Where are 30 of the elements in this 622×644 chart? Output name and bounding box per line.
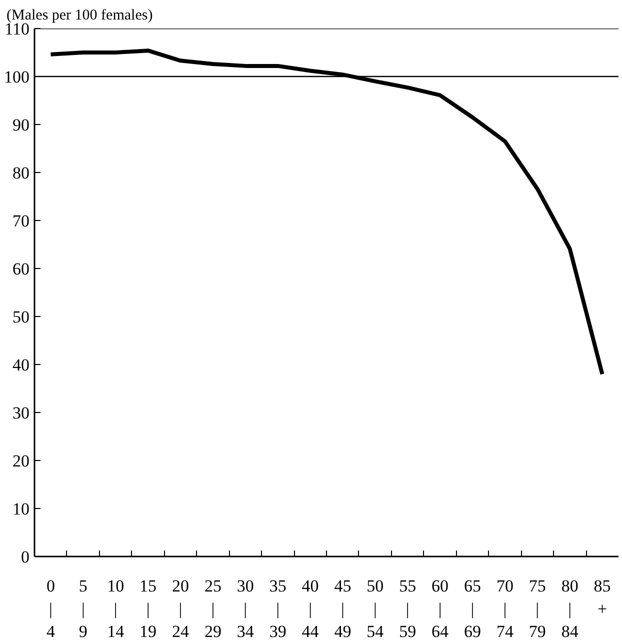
y-tick-label: 100 <box>4 68 30 86</box>
x-tick-label: 15 | 19 <box>140 576 157 642</box>
x-tick-label: 75 | 79 <box>528 576 546 642</box>
x-tick-label: 20 | 24 <box>172 576 190 642</box>
y-tick-label: 10 <box>12 500 30 518</box>
y-tick-label: 60 <box>12 260 30 278</box>
y-tick-label: 90 <box>12 116 30 134</box>
x-tick-label: 45 | 49 <box>334 576 352 642</box>
x-tick-label: 50 | 54 <box>366 576 384 642</box>
y-tick-label: 20 <box>12 452 30 470</box>
x-tick-label: 85 + <box>594 576 611 618</box>
x-tick-label: 80 | 84 <box>561 576 579 642</box>
x-tick-label: 40 | 44 <box>302 576 320 642</box>
y-tick-label: 40 <box>12 356 30 374</box>
y-tick-label: 50 <box>12 308 30 326</box>
y-tick-label: 0 <box>21 548 30 566</box>
x-tick-label: 35 | 39 <box>269 576 286 642</box>
x-tick-label: 55 | 59 <box>399 576 416 642</box>
y-tick-label: 30 <box>12 404 30 422</box>
x-tick-label: 5 | 9 <box>78 576 88 642</box>
x-tick-label: 60 | 64 <box>432 576 450 642</box>
x-tick-label: 65 | 69 <box>464 576 481 642</box>
x-tick-label: 25 | 29 <box>204 576 222 642</box>
y-axis-title: (Males per 100 females) <box>6 8 153 24</box>
x-tick-label: 70 | 74 <box>496 576 514 642</box>
y-tick-label: 80 <box>12 164 30 182</box>
x-tick-label: 0 | 4 <box>46 576 56 642</box>
x-tick-label: 10 | 14 <box>107 576 125 642</box>
y-tick-label: 70 <box>12 212 30 230</box>
x-tick-label: 30 | 34 <box>236 576 254 642</box>
